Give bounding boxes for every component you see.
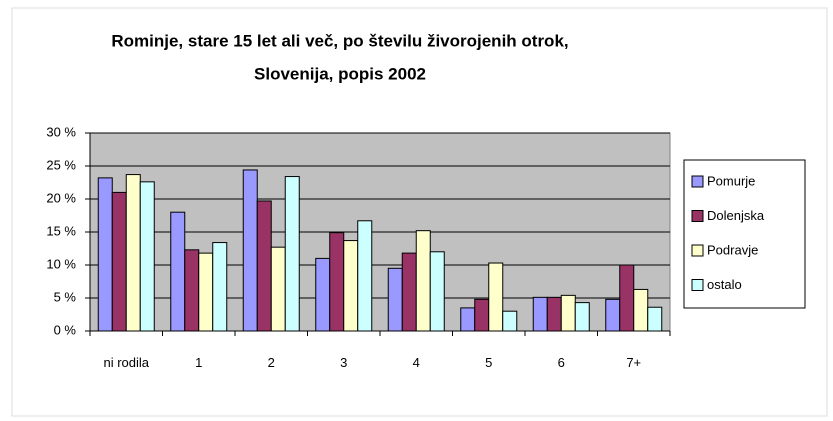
y-tick-label: 0 %: [54, 322, 77, 337]
legend-swatch: [691, 279, 704, 291]
bar: [647, 306, 663, 332]
x-tick-label: 1: [195, 355, 203, 370]
bar: [184, 249, 200, 332]
bar: [284, 176, 300, 332]
bar: [401, 252, 417, 332]
x-tick-label: 4: [412, 355, 420, 370]
y-tick-label: 15 %: [46, 223, 76, 238]
bar: [429, 251, 445, 332]
bar: [329, 232, 345, 332]
bar: [574, 302, 590, 332]
chart-frame: [11, 7, 828, 417]
x-tick-label: ni rodila: [103, 355, 150, 370]
x-tick-label: 2: [267, 355, 275, 370]
y-tick-label: 5 %: [54, 289, 77, 304]
bar: [198, 252, 214, 332]
bar: [546, 296, 562, 332]
bar: [474, 298, 490, 332]
bar: [111, 191, 127, 332]
chart-title: Rominje, stare 15 let ali več, po števil…: [111, 31, 568, 50]
bar: [343, 240, 359, 332]
bar: [170, 211, 186, 332]
legend-label: ostalo: [707, 277, 742, 292]
legend-swatch: [691, 175, 704, 188]
y-tick-label: 25 %: [46, 157, 76, 172]
legend-box: [683, 159, 806, 309]
y-tick-label: 10 %: [46, 256, 76, 271]
legend-label: Podravje: [707, 242, 758, 257]
bar: [212, 242, 228, 332]
bar: [633, 288, 649, 332]
bar: [605, 298, 621, 332]
bar: [502, 310, 518, 332]
bar: [488, 262, 504, 332]
bar: [532, 296, 548, 332]
bar: [560, 294, 576, 332]
bar: [460, 307, 476, 332]
bar: [387, 267, 403, 332]
bar: [315, 257, 331, 332]
chart-title: Slovenija, popis 2002: [254, 64, 426, 83]
x-tick-label: 5: [485, 355, 493, 370]
x-tick-label: 7+: [626, 355, 642, 370]
x-tick-label: 6: [557, 355, 565, 370]
legend-label: Pomurje: [707, 173, 755, 188]
legend-label: Dolenjska: [707, 208, 765, 223]
bar: [415, 230, 431, 332]
bar: [256, 200, 272, 332]
bar: [619, 264, 635, 332]
y-tick-label: 20 %: [46, 190, 76, 205]
bar: [357, 220, 373, 332]
legend-swatch: [691, 210, 704, 222]
bar: [125, 174, 141, 332]
bar: [270, 246, 286, 332]
legend-swatch: [691, 244, 704, 257]
y-tick-label: 30 %: [46, 124, 76, 139]
bar: [242, 169, 258, 332]
bar: [97, 177, 113, 332]
bar: [139, 181, 155, 332]
x-tick-label: 3: [340, 355, 348, 370]
